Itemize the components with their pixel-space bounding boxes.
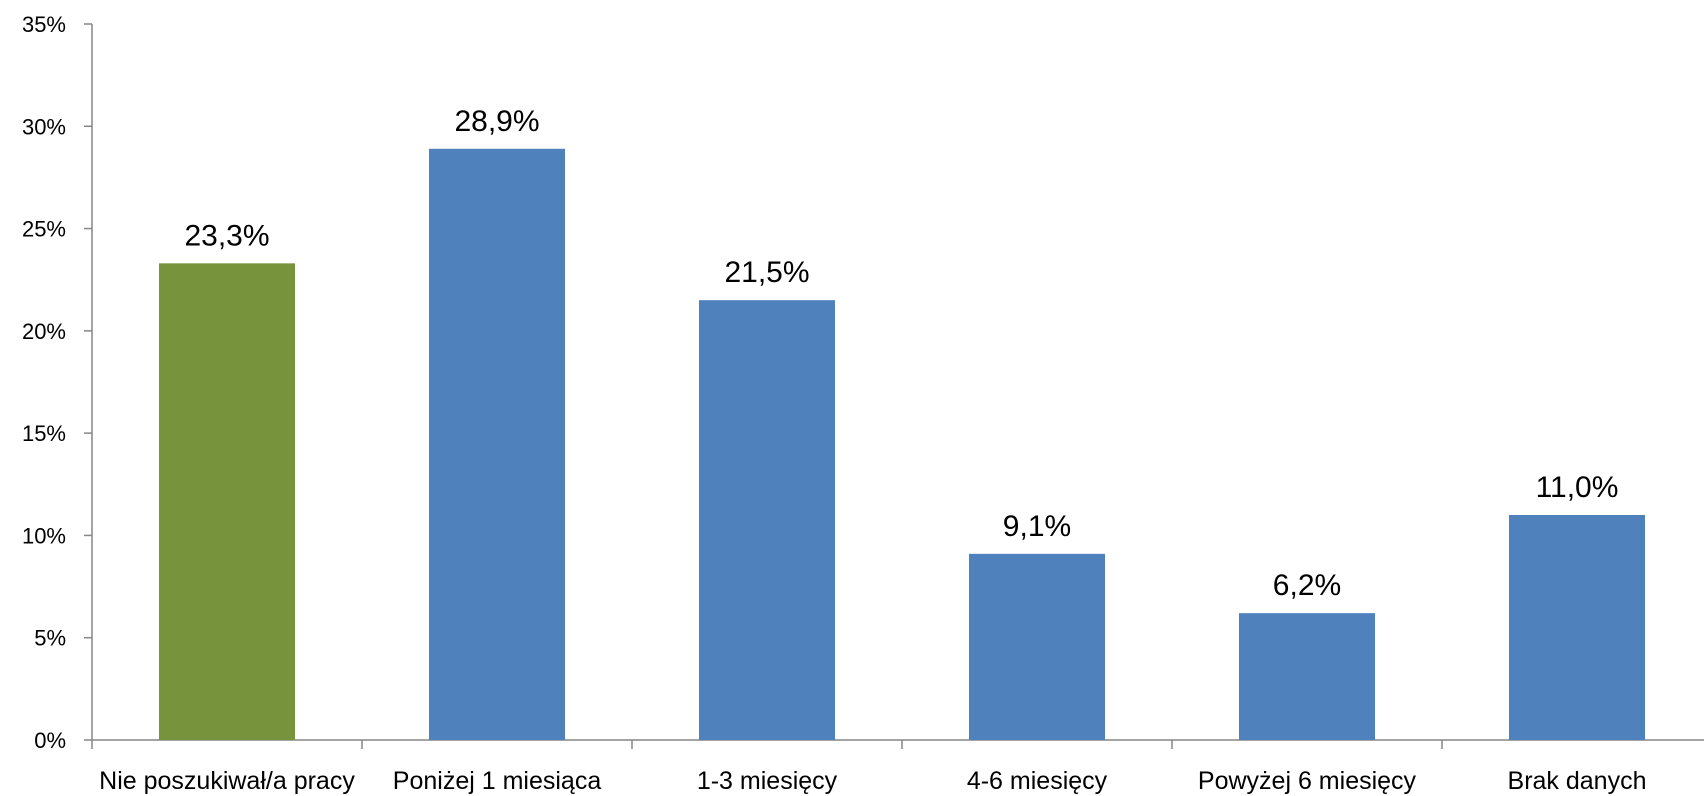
- data-label: 28,9%: [454, 105, 539, 138]
- y-axis: 0% 5% 10% 15% 20% 25% 30% 35%: [22, 12, 93, 753]
- bar: [699, 300, 835, 740]
- data-label: 23,3%: [184, 219, 269, 252]
- bar: [1239, 613, 1375, 740]
- y-tick-label: 5%: [34, 626, 66, 651]
- category-label: Powyżej 6 miesięcy: [1198, 767, 1417, 795]
- category-label: Nie poszukiwał/a pracy: [99, 767, 355, 795]
- bar: [159, 263, 295, 740]
- category-labels: Nie poszukiwał/a pracy Poniżej 1 miesiąca…: [99, 767, 1646, 795]
- category-label: 1-3 miesięcy: [697, 767, 838, 795]
- bar: [429, 148, 565, 740]
- y-tick-label: 10%: [22, 523, 66, 548]
- bars: [159, 148, 1645, 740]
- bar: [1509, 514, 1645, 740]
- y-tick-label: 15%: [22, 421, 66, 446]
- bar: [969, 553, 1105, 740]
- category-label: Brak danych: [1508, 767, 1647, 795]
- y-tick-label: 0%: [34, 728, 66, 753]
- data-label: 6,2%: [1273, 569, 1341, 602]
- category-label: Poniżej 1 miesiąca: [393, 767, 602, 795]
- data-label: 11,0%: [1536, 471, 1619, 504]
- data-label: 9,1%: [1003, 510, 1071, 543]
- y-tick-label: 35%: [22, 12, 66, 37]
- x-axis: [91, 739, 1704, 749]
- data-label: 21,5%: [724, 256, 809, 289]
- data-labels: 23,3% 28,9% 21,5% 9,1% 6,2% 11,0%: [184, 105, 1618, 602]
- category-label: 4-6 miesięcy: [967, 767, 1108, 795]
- y-tick-label: 25%: [22, 217, 66, 242]
- y-tick-label: 20%: [22, 319, 66, 344]
- y-tick-label: 30%: [22, 114, 66, 139]
